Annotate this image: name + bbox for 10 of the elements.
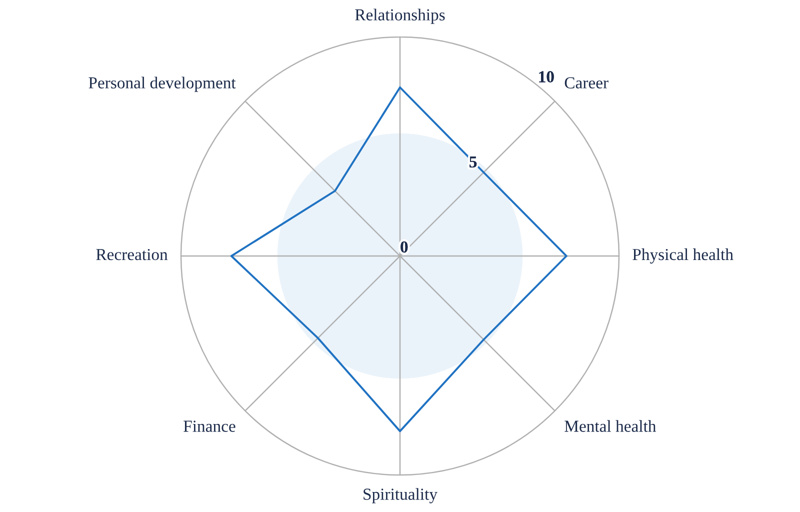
spoke-label: Personal development — [88, 76, 236, 92]
spoke-label: Finance — [184, 420, 236, 432]
spoke-label: Recreation — [96, 248, 168, 260]
spoke-label: Spirituality — [364, 488, 438, 504]
spoke-label: Mental health — [564, 420, 656, 432]
spoke-label: Career — [564, 77, 608, 88]
y-tick-label: 0 — [400, 241, 408, 253]
spoke-label: Relationships — [355, 8, 445, 24]
spoke-label: Physical health — [632, 248, 734, 264]
y-tick-label: 10 — [539, 71, 554, 82]
